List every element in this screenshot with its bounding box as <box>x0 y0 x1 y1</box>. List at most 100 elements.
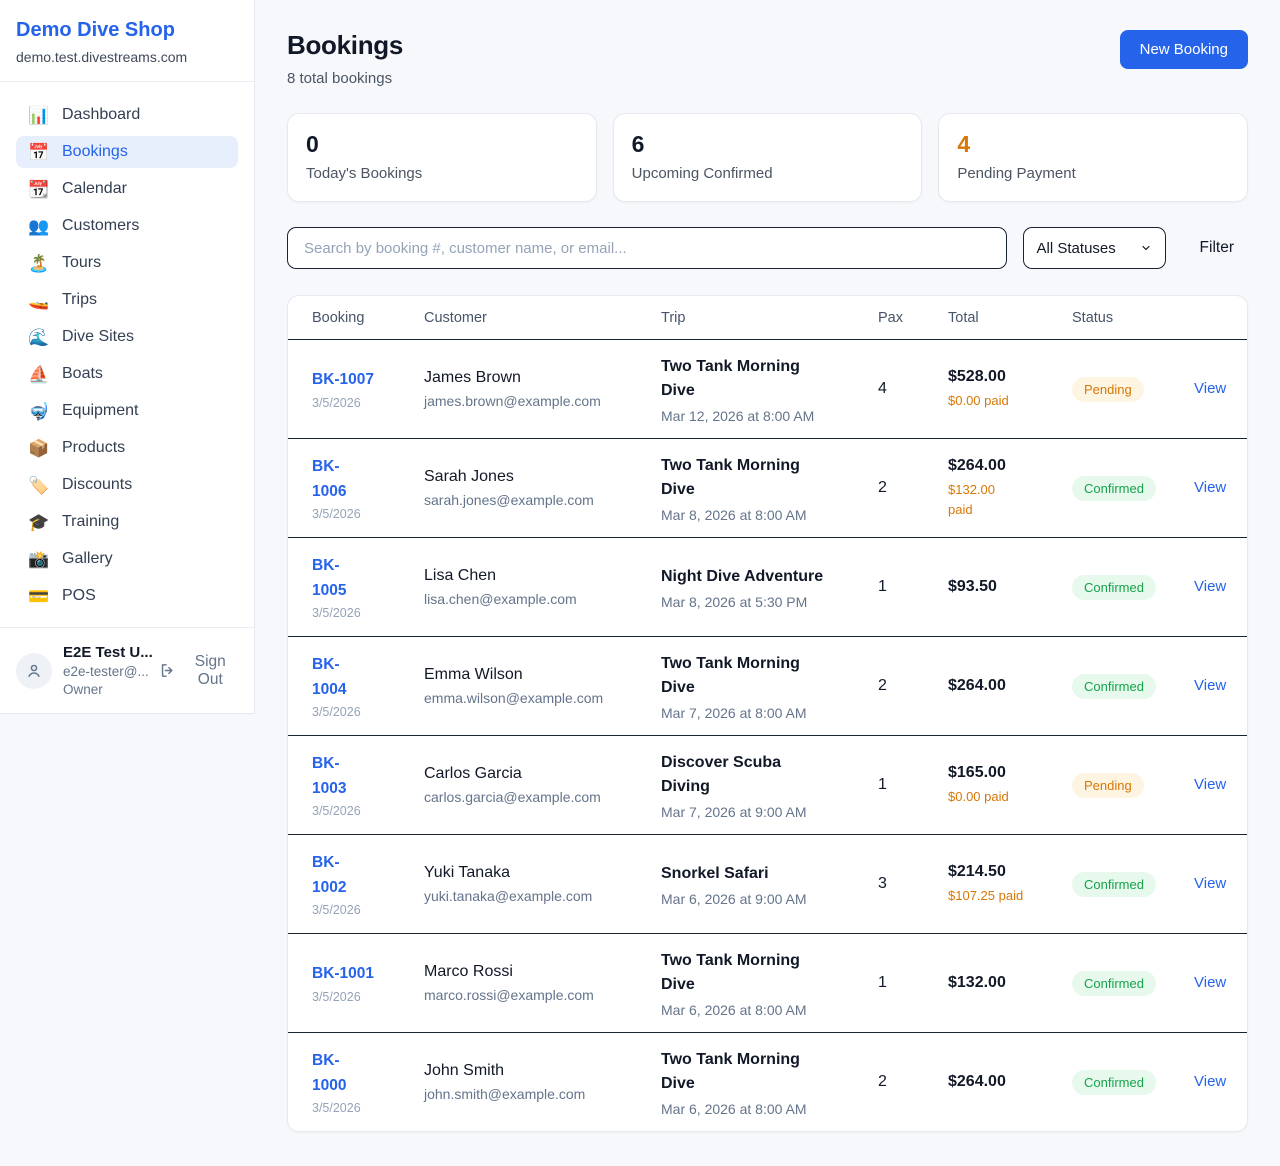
customer-name: John Smith <box>424 1062 505 1079</box>
stat-value: 6 <box>631 131 645 157</box>
total-amount: $93.50 <box>948 578 997 595</box>
pax-count: 4 <box>878 380 887 397</box>
booking-id-link[interactable]: BK- 1006 <box>312 458 347 500</box>
status-badge: Confirmed <box>1072 673 1156 699</box>
booking-date: 3/5/2026 <box>312 506 361 521</box>
table-row: BK- 1004 3/5/2026 Emma Wilson emma.wilso… <box>288 636 1247 735</box>
island-icon: 🏝️ <box>28 253 50 273</box>
customer-email: carlos.garcia@example.com <box>424 789 601 805</box>
sidebar-item-pos[interactable]: 💳 POS <box>28 586 96 606</box>
total-amount: $214.50 <box>948 862 1006 880</box>
paid-amount: $132.00 paid <box>948 482 995 517</box>
table-row: BK- 1003 3/5/2026 Carlos Garcia carlos.g… <box>288 735 1247 834</box>
sailboat-icon: ⛵ <box>28 364 50 384</box>
tear-off-calendar-icon: 📆 <box>28 179 50 199</box>
booking-date: 3/5/2026 <box>312 704 361 719</box>
trip-datetime: Mar 6, 2026 at 8:00 AM <box>661 1100 807 1117</box>
trip-name: Two Tank Morning Dive <box>661 357 800 399</box>
booking-id-link[interactable]: BK- 1000 <box>312 1052 347 1094</box>
total-amount: $264.00 <box>948 677 1006 694</box>
customer-name: Lisa Chen <box>424 567 497 584</box>
stat-card: 6 Upcoming Confirmed <box>612 113 923 202</box>
paid-amount: $0.00 paid <box>948 788 1009 804</box>
total-amount: $528.00 <box>948 367 1006 385</box>
sidebar-item-customers[interactable]: 👥 Customers <box>28 216 140 236</box>
sidebar-item-tours[interactable]: 🏝️ Tours <box>28 253 102 273</box>
page-subtitle: 8 total bookings <box>287 70 393 87</box>
view-link[interactable]: View <box>1194 776 1227 793</box>
customer-name: Carlos Garcia <box>424 765 522 782</box>
trip-datetime: Mar 6, 2026 at 9:00 AM <box>661 890 807 907</box>
sidebar-item-training[interactable]: 🎓 Training <box>28 512 120 532</box>
booking-date: 3/5/2026 <box>312 803 361 818</box>
total-amount: $264.00 <box>948 457 1006 474</box>
customer-email: lisa.chen@example.com <box>424 591 577 607</box>
booking-date: 3/5/2026 <box>312 605 361 620</box>
booking-date: 3/5/2026 <box>312 902 361 917</box>
sidebar-item-dashboard[interactable]: 📊 Dashboard <box>28 105 141 125</box>
people-icon: 👥 <box>28 216 50 236</box>
sidebar-item-bookings[interactable]: 📅 Bookings <box>16 136 238 168</box>
status-badge: Confirmed <box>1072 574 1156 600</box>
table-row: BK- 1005 3/5/2026 Lisa Chen lisa.chen@ex… <box>288 537 1247 636</box>
chevron-down-icon <box>1140 242 1152 254</box>
search-input[interactable] <box>287 227 1007 269</box>
user-section: E2E Test U... e2e-tester@... Owner Sign … <box>0 627 254 713</box>
sidebar-item-discounts[interactable]: 🏷️ Discounts <box>28 475 133 495</box>
view-link[interactable]: View <box>1194 1073 1227 1090</box>
trip-name: Night Dive Adventure <box>661 567 824 585</box>
stat-label: Upcoming Confirmed <box>631 165 773 182</box>
status-badge: Confirmed <box>1072 970 1156 996</box>
paid-amount: $0.00 paid <box>948 392 1009 408</box>
customer-name: Marco Rossi <box>424 963 513 980</box>
pax-count: 2 <box>878 677 887 694</box>
trip-name: Discover Scuba Diving <box>661 753 782 795</box>
view-link[interactable]: View <box>1194 578 1227 595</box>
sign-out-button[interactable]: Sign Out <box>159 653 238 689</box>
customer-email: john.smith@example.com <box>424 1086 586 1102</box>
view-link[interactable]: View <box>1194 380 1227 397</box>
person-icon <box>25 662 43 680</box>
sidebar-nav: 📊 Dashboard 📅 Bookings 📆 Calendar 👥 Cust… <box>0 82 254 627</box>
pax-count: 3 <box>878 875 887 892</box>
new-booking-button[interactable]: New Booking <box>1119 30 1248 69</box>
customer-email: emma.wilson@example.com <box>424 690 604 706</box>
booking-id-link[interactable]: BK- 1003 <box>312 755 347 797</box>
trip-datetime: Mar 6, 2026 at 8:00 AM <box>661 1001 807 1018</box>
view-link[interactable]: View <box>1194 974 1227 991</box>
user-email: e2e-tester@... <box>63 663 149 679</box>
sidebar-item-trips[interactable]: 🚤 Trips <box>28 290 97 310</box>
stats-row: 0 Today's Bookings 6 Upcoming Confirmed … <box>287 113 1248 202</box>
graduation-cap-icon: 🎓 <box>28 512 50 532</box>
sidebar-item-calendar[interactable]: 📆 Calendar <box>28 179 127 199</box>
status-select[interactable]: All Statuses <box>1022 227 1166 269</box>
credit-card-icon: 💳 <box>28 586 50 606</box>
table-header-row: Booking Customer Trip Pax Total Status <box>288 296 1247 339</box>
booking-id-link[interactable]: BK- 1004 <box>312 656 347 698</box>
sidebar-item-boats[interactable]: ⛵ Boats <box>28 364 103 384</box>
sidebar: Demo Dive Shop demo.test.divestreams.com… <box>0 0 255 715</box>
trip-name: Two Tank Morning Dive <box>661 654 800 696</box>
sign-out-icon <box>159 662 176 679</box>
view-link[interactable]: View <box>1194 677 1227 694</box>
view-link[interactable]: View <box>1194 479 1227 496</box>
booking-id-link[interactable]: BK- 1002 <box>312 854 347 896</box>
column-header-customer: Customer <box>424 309 487 326</box>
booking-id-link[interactable]: BK-1001 <box>312 965 375 983</box>
stat-card: 4 Pending Payment <box>938 113 1248 202</box>
trip-datetime: Mar 12, 2026 at 8:00 AM <box>661 407 815 424</box>
sidebar-item-gallery[interactable]: 📸 Gallery <box>28 549 113 569</box>
filter-button[interactable]: Filter <box>1182 239 1248 257</box>
avatar <box>16 652 52 689</box>
customer-name: Emma Wilson <box>424 666 523 683</box>
sidebar-item-dive-sites[interactable]: 🌊 Dive Sites <box>28 327 135 347</box>
user-info: E2E Test U... e2e-tester@... Owner <box>63 643 153 698</box>
sidebar-item-products[interactable]: 📦 Products <box>28 438 126 458</box>
booking-id-link[interactable]: BK- 1005 <box>312 557 347 599</box>
view-link[interactable]: View <box>1194 875 1227 892</box>
table-row: BK- 1000 3/5/2026 John Smith john.smith@… <box>288 1032 1247 1131</box>
bar-chart-icon: 📊 <box>28 105 50 125</box>
sidebar-item-equipment[interactable]: 🤿 Equipment <box>28 401 139 421</box>
booking-id-link[interactable]: BK-1007 <box>312 371 375 389</box>
page-header: Bookings 8 total bookings New Booking <box>287 30 1248 87</box>
